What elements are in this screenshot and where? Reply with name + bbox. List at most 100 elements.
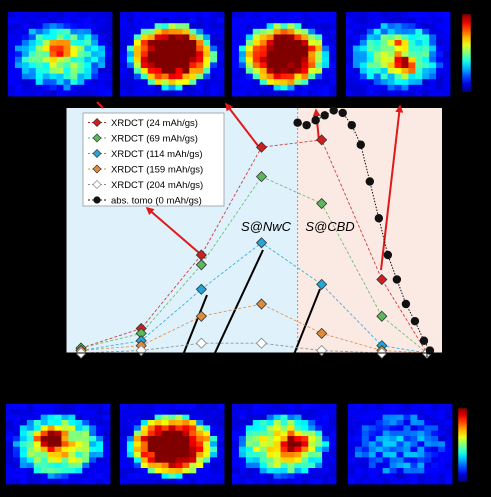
- map-pixel: [175, 17, 183, 24]
- map-pixel: [91, 56, 99, 63]
- map-pixel: [210, 90, 218, 97]
- map-pixel: [161, 90, 169, 97]
- map-pixel: [42, 56, 50, 63]
- map-pixel: [14, 28, 23, 35]
- map-pixel: [217, 446, 225, 453]
- map-pixel: [301, 457, 309, 464]
- map-pixel: [140, 420, 149, 426]
- map-pixel: [238, 84, 247, 91]
- map-pixel: [354, 473, 363, 480]
- map-pixel: [266, 468, 274, 474]
- map-pixel: [89, 420, 97, 426]
- map-pixel: [273, 84, 281, 91]
- map-pixel: [403, 420, 411, 426]
- map-pixel: [161, 17, 169, 24]
- map-pixel: [203, 430, 211, 437]
- map-pixel: [322, 420, 330, 426]
- map-pixel: [154, 90, 162, 97]
- map-pixel: [354, 414, 363, 421]
- map-pixel: [147, 452, 156, 458]
- map-pixel: [126, 68, 135, 74]
- map-pixel: [182, 430, 190, 437]
- map-pixel: [354, 436, 363, 442]
- map-pixel: [147, 473, 156, 480]
- map-pixel: [252, 62, 261, 69]
- map-pixel: [445, 404, 453, 410]
- map-pixel: [196, 462, 204, 469]
- map-pixel: [26, 425, 35, 432]
- map-pixel: [431, 414, 439, 421]
- map-pixel: [445, 457, 453, 464]
- map-pixel: [75, 457, 83, 464]
- map-pixel: [126, 441, 135, 448]
- map-pixel: [140, 462, 149, 469]
- map-pixel: [77, 84, 85, 91]
- map-pixel: [168, 79, 176, 86]
- region-1: [297, 108, 442, 353]
- map-pixel: [273, 468, 281, 474]
- annotation-arrow-2: [312, 108, 321, 142]
- map-pixel: [182, 56, 190, 63]
- map-pixel: [42, 34, 50, 41]
- map-pixel: [120, 468, 128, 474]
- map-pixel: [280, 446, 288, 453]
- map-pixel: [147, 425, 156, 432]
- map-pixel: [443, 79, 451, 86]
- map-pixel: [89, 425, 97, 432]
- map-pixel: [161, 79, 169, 86]
- map-pixel: [77, 79, 85, 86]
- map-pixel: [389, 452, 397, 458]
- map-pixel: [70, 73, 78, 80]
- map-pixel: [280, 28, 288, 35]
- map-pixel: [329, 62, 337, 69]
- map-pixel: [380, 28, 388, 35]
- map-pixel: [154, 446, 162, 453]
- map-pixel: [238, 468, 247, 474]
- map-pixel: [6, 425, 14, 432]
- map-pixel: [232, 425, 240, 432]
- map-pixel: [126, 90, 135, 97]
- legend-marker: [92, 164, 102, 174]
- map-pixel: [70, 45, 78, 52]
- map-pixel: [196, 90, 204, 97]
- map-pixel: [40, 462, 48, 469]
- map-pixel: [147, 430, 156, 437]
- map-pixel: [203, 462, 211, 469]
- map-pixel: [47, 425, 55, 432]
- map-pixel: [315, 462, 323, 469]
- map-pixel: [8, 45, 16, 52]
- map-pixel: [203, 404, 211, 410]
- map-pixel: [140, 79, 149, 86]
- map-pixel: [315, 62, 323, 69]
- map-pixel: [252, 414, 261, 421]
- map-pixel: [40, 446, 48, 453]
- map-pixel: [232, 51, 240, 58]
- map-pixel: [287, 23, 295, 30]
- map-pixel: [438, 404, 446, 410]
- map-pixel: [422, 56, 430, 63]
- map-pixel: [196, 452, 204, 458]
- map-pixel: [35, 68, 44, 74]
- map-pixel: [84, 12, 92, 18]
- map-pixel: [354, 404, 363, 410]
- map-pixel: [424, 452, 432, 458]
- map-pixel: [120, 84, 128, 91]
- data-point: [255, 298, 268, 310]
- data-point: [316, 278, 328, 290]
- map-pixel: [245, 420, 254, 426]
- map-pixel: [182, 62, 190, 69]
- map-pixel: [49, 17, 57, 24]
- map-pixel: [161, 62, 169, 69]
- map-pixel: [19, 457, 28, 464]
- map-pixel: [308, 62, 316, 69]
- map-pixel: [133, 23, 142, 30]
- map-pixel: [408, 84, 416, 91]
- map-pixel: [147, 45, 156, 52]
- map-pixel: [259, 414, 268, 421]
- map-pixel: [415, 62, 423, 69]
- map-pixel: [56, 62, 64, 69]
- map-pixel: [140, 414, 149, 421]
- map-pixel: [232, 409, 240, 416]
- map-pixel: [120, 462, 128, 469]
- map-pixel: [133, 468, 142, 474]
